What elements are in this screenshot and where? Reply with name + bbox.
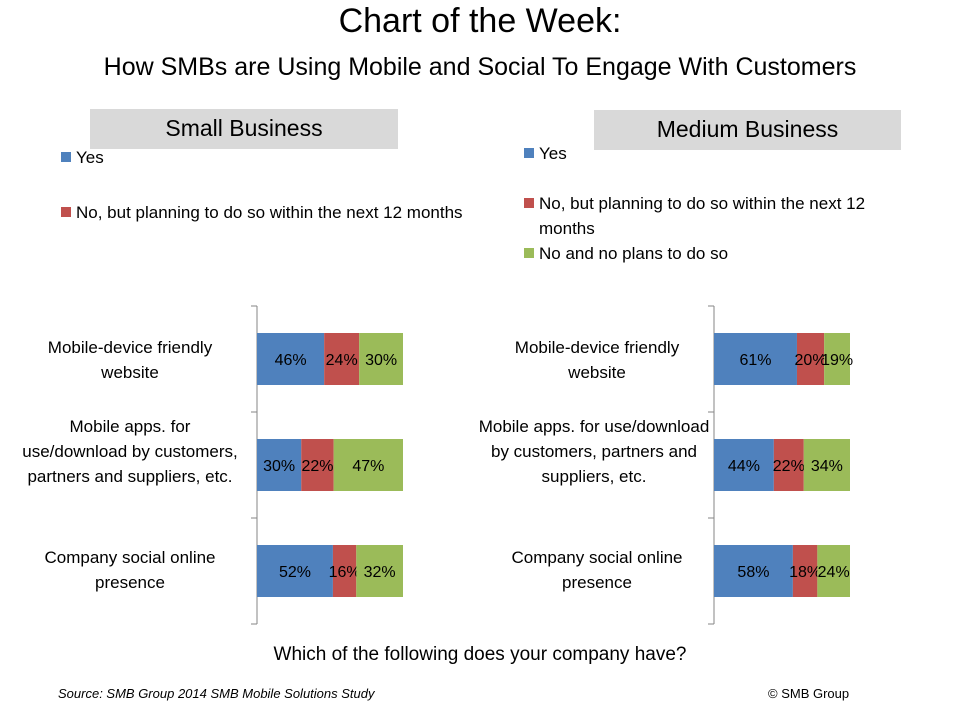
small-data-label-2-1: 16% — [329, 564, 361, 581]
medium-bar-segment-1-2 — [803, 439, 850, 491]
medium-data-label-0-2: 19% — [821, 352, 853, 369]
medium-bar-segment-2-0 — [714, 545, 793, 597]
medium-bar-segment-2-2 — [817, 545, 850, 597]
small-bar-segment-1-0 — [257, 439, 302, 491]
medium-bar-segment-1-0 — [714, 439, 774, 491]
medium-bar-segment-2-1 — [792, 545, 818, 597]
medium-bar-segment-0-1 — [796, 333, 825, 385]
medium-data-label-1-0: 44% — [728, 458, 760, 475]
medium-bar-segment-1-1 — [773, 439, 804, 491]
small-bar-segment-2-1 — [332, 545, 357, 597]
legend-swatch-planning-medium — [524, 198, 534, 208]
small-data-label-0-2: 30% — [365, 352, 397, 369]
medium-legend-noplans: No and no plans to do so — [539, 244, 729, 263]
medium-data-label-2-2: 24% — [818, 564, 850, 581]
small-data-label-1-0: 30% — [263, 458, 295, 475]
small-data-label-2-0: 52% — [279, 564, 311, 581]
medium-legend-yes: Yes — [539, 144, 567, 163]
medium-data-label-1-1: 22% — [773, 458, 805, 475]
medium-bar-segment-0-2 — [824, 333, 850, 385]
small-legend-planning: No, but planning to do so within the nex… — [76, 200, 476, 225]
source-note: Source: SMB Group 2014 SMB Mobile Soluti… — [58, 686, 375, 701]
chart-subtitle: How SMBs are Using Mobile and Social To … — [103, 53, 857, 81]
medium-category-label-0: Mobile-device friendly website — [514, 338, 680, 382]
small-bar-segment-2-2 — [356, 545, 403, 597]
medium-bar-segment-0-0 — [714, 333, 797, 385]
medium-data-label-0-1: 20% — [795, 352, 827, 369]
small-data-label-0-1: 24% — [326, 352, 358, 369]
medium-legend-planning: No, but planning to do so within the nex… — [539, 194, 866, 238]
small-data-label-2-2: 32% — [364, 564, 396, 581]
medium-data-label-2-0: 58% — [737, 564, 769, 581]
small-bar-segment-2-0 — [257, 545, 333, 597]
small-bar-segment-0-0 — [257, 333, 325, 385]
small-category-label-2: Company social online presence — [44, 548, 216, 592]
medium-business-header: Medium Business — [594, 110, 901, 150]
legend-swatch-noplans-medium — [524, 248, 534, 258]
medium-data-label-1-2: 34% — [811, 458, 843, 475]
small-bar-segment-1-2 — [333, 439, 403, 491]
small-bar-segment-0-2 — [359, 333, 403, 385]
legend-swatch-planning — [61, 207, 71, 217]
small-legend-planning-text: No, but planning to do so within the nex… — [76, 203, 463, 222]
small-category-label-1: Mobile apps. for use/download by custome… — [22, 417, 238, 486]
small-legend-yes: Yes — [76, 148, 104, 167]
chart-title: Chart of the Week: — [338, 2, 622, 40]
medium-category-label-1: Mobile apps. for use/download by custome… — [478, 417, 710, 486]
medium-category-label-2: Company social online presence — [511, 548, 683, 592]
legend-swatch-yes-medium — [524, 148, 534, 158]
small-category-label-0: Mobile-device friendly website — [47, 338, 213, 382]
small-data-label-0-0: 46% — [275, 352, 307, 369]
legend-swatch-yes — [61, 152, 71, 162]
small-bar-segment-1-1 — [301, 439, 334, 491]
small-bar-segment-0-1 — [324, 333, 360, 385]
medium-data-label-0-0: 61% — [739, 352, 771, 369]
small-data-label-1-1: 22% — [301, 458, 333, 475]
small-data-label-1-2: 47% — [352, 458, 384, 475]
survey-question: Which of the following does your company… — [273, 644, 687, 665]
medium-data-label-2-1: 18% — [789, 564, 821, 581]
small-business-header: Small Business — [90, 109, 398, 149]
copyright-note: © SMB Group — [768, 686, 850, 701]
